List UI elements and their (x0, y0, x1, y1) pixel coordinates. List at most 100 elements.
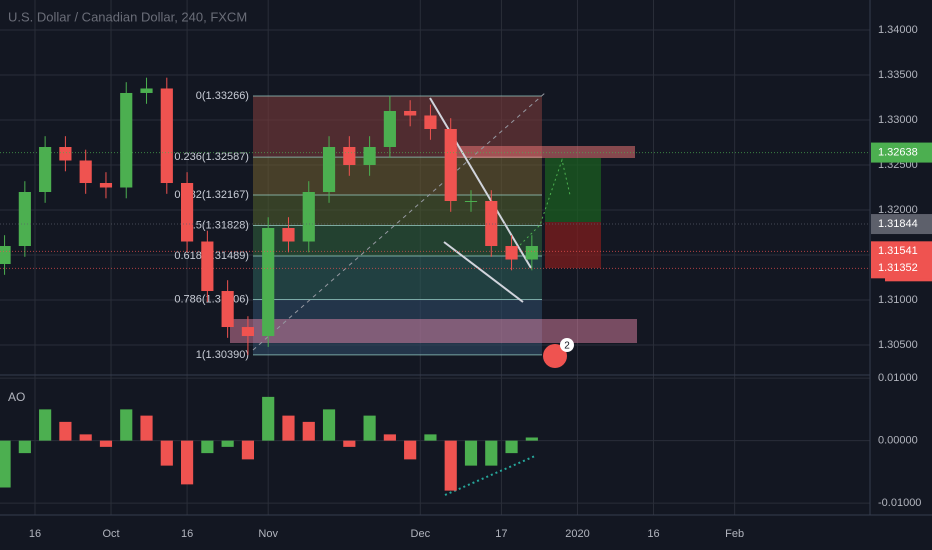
y-tick-label: -0.01000 (878, 497, 921, 509)
x-tick-label: Dec (411, 528, 431, 540)
ao-bar (485, 440, 498, 466)
ao-bar (424, 434, 437, 441)
candle-body (464, 201, 478, 203)
ao-bar (302, 421, 315, 441)
ao-bar (505, 440, 518, 454)
price-tag-label: 1.32638 (878, 146, 918, 158)
fib-label: 0.786(1.31006) (174, 293, 249, 305)
candle-body (160, 88, 173, 183)
x-tick-label: 16 (29, 528, 41, 540)
price-tag-label: 1.31352 (878, 262, 918, 274)
x-tick-label: 17 (495, 528, 507, 540)
candle-body (39, 146, 52, 193)
candle-body (180, 182, 194, 242)
candle-body (424, 115, 437, 129)
ao-bar (180, 440, 194, 485)
price-tag-label: 1.31844 (878, 218, 918, 230)
wedge-upper (429, 97, 532, 269)
ao-bar (201, 440, 214, 454)
y-tick-label: 1.33000 (878, 114, 918, 126)
trend-dashed (252, 92, 546, 351)
y-tick-label: 1.31000 (878, 294, 918, 306)
fib-band (252, 299, 542, 355)
candle-body (140, 88, 153, 93)
ao-bar (322, 409, 336, 441)
chart-title: U.S. Dollar / Canadian Dollar, 240, FXCM (8, 9, 247, 24)
ao-bar (404, 440, 417, 460)
fib-label: 0.5(1.31828) (187, 219, 249, 231)
x-tick-label: 16 (647, 528, 659, 540)
ao-bar (120, 409, 133, 441)
price-tag (871, 258, 932, 279)
candle-body (221, 291, 234, 328)
candle-body (485, 201, 498, 247)
candle-body (262, 228, 275, 337)
ao-bar (262, 396, 275, 441)
support-zone (230, 319, 637, 343)
candle-body (302, 192, 315, 242)
ao-bar (59, 421, 72, 441)
price-tag (871, 214, 932, 235)
candle-body (322, 146, 336, 193)
ao-bar (444, 440, 457, 491)
position-target (545, 158, 601, 222)
candle-body (0, 246, 11, 265)
candle-body (59, 146, 72, 161)
candle-body (79, 160, 92, 183)
ao-bar (383, 434, 396, 441)
candle-body (404, 110, 417, 116)
event-icon (543, 344, 567, 368)
ao-bar (221, 440, 234, 447)
x-tick-label: 16 (181, 528, 193, 540)
candle-body (120, 92, 133, 188)
fib-band (252, 157, 542, 195)
ao-bar (18, 440, 31, 454)
candle-body (241, 327, 255, 337)
y-tick-label: 1.30500 (878, 339, 918, 351)
ao-bar (363, 415, 376, 441)
ao-bar (525, 437, 538, 441)
fib-band (252, 194, 542, 226)
price-tag-label: 1.31541 (878, 245, 918, 257)
ao-bar (0, 440, 11, 488)
event-badge (560, 338, 574, 352)
candle-body (363, 146, 376, 165)
ao-bar (39, 409, 52, 441)
marks (0, 77, 538, 491)
ao-bar (160, 440, 173, 466)
y-tick-label: 1.32000 (878, 204, 918, 216)
x-tick-label: Nov (258, 528, 278, 540)
fib-label: 1(1.30390) (196, 349, 249, 361)
candle-body (343, 146, 356, 165)
x-tick-label: Oct (102, 528, 119, 540)
x-tick-label: Feb (725, 528, 744, 540)
price-tag (871, 241, 932, 262)
indicator-title: AO (8, 390, 25, 404)
position-stop (545, 222, 601, 268)
candle-body (282, 228, 295, 242)
candle-body (444, 128, 457, 202)
price-tag (871, 142, 932, 163)
ao-bar (282, 415, 295, 441)
ao-bar (241, 440, 255, 460)
candle-body (18, 192, 31, 247)
ao-bar (79, 434, 92, 441)
ao-bar (99, 440, 113, 447)
candle-body (525, 246, 538, 260)
ao-bar (140, 415, 153, 441)
ao-bar (464, 440, 478, 466)
y-tick-label: 1.34000 (878, 24, 918, 36)
y-tick-label: 0.01000 (878, 372, 918, 384)
fib-label: 0(1.33266) (196, 90, 249, 102)
candle-body (383, 110, 396, 147)
y-tick-label: 1.33500 (878, 69, 918, 81)
candle-body (99, 182, 113, 188)
ao-bar (343, 440, 356, 447)
candle-body (505, 246, 518, 260)
x-tick-label: 2020 (565, 528, 589, 540)
wedge-lower (443, 241, 524, 303)
resistance-zone (450, 146, 635, 158)
ao-divergence (444, 455, 536, 496)
fib-band (252, 256, 542, 300)
